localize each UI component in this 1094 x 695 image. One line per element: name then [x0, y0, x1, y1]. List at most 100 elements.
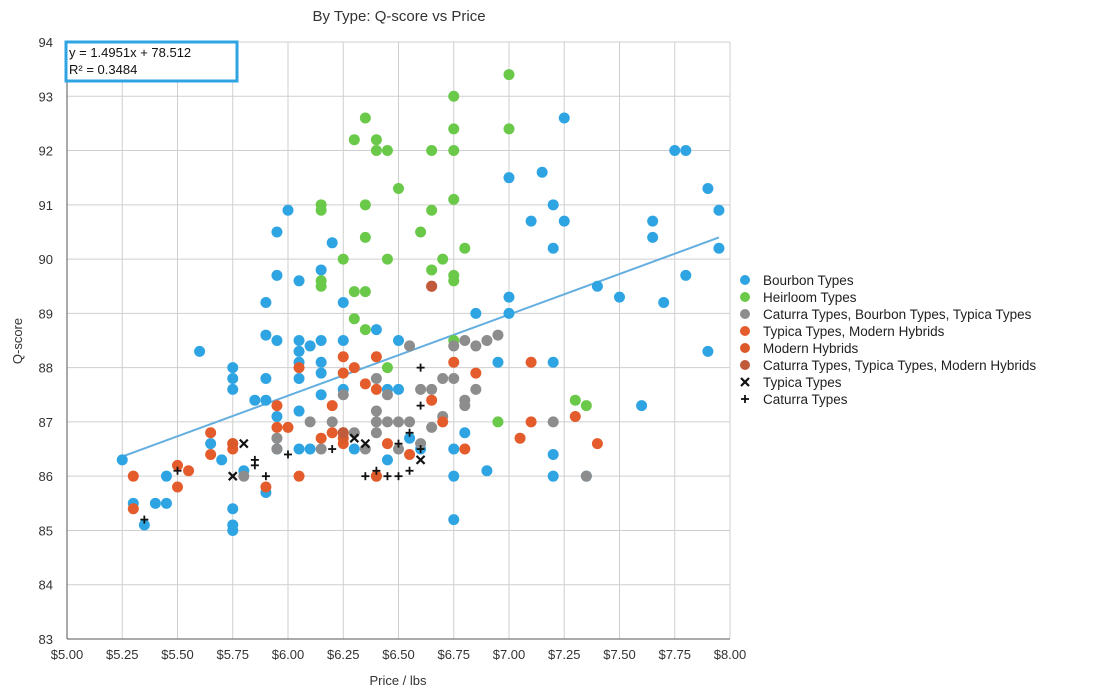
data-point — [359, 324, 371, 336]
data-point — [459, 427, 471, 439]
data-point — [437, 416, 449, 428]
data-point — [416, 401, 425, 410]
x-tick-label: $8.00 — [714, 647, 747, 662]
legend-marker — [740, 309, 750, 319]
data-point — [713, 242, 725, 254]
data-point — [370, 416, 382, 428]
data-point — [337, 389, 349, 401]
y-tick-label: 90 — [39, 252, 53, 267]
data-point — [293, 405, 305, 417]
data-point — [415, 226, 427, 238]
data-point — [227, 503, 239, 515]
data-point — [260, 329, 272, 341]
data-point — [337, 297, 349, 309]
trendline-equation: y = 1.4951x + 78.512 — [69, 45, 191, 60]
data-point — [293, 443, 305, 455]
data-point — [293, 362, 305, 374]
data-point — [636, 400, 648, 412]
data-point — [227, 372, 239, 384]
data-point — [271, 432, 283, 444]
legend-marker — [740, 275, 750, 285]
data-point — [580, 470, 592, 482]
data-point — [370, 427, 382, 439]
data-point — [315, 335, 327, 346]
data-point — [492, 356, 504, 368]
data-point — [448, 193, 460, 205]
data-point — [647, 231, 659, 243]
x-tick-label: $7.75 — [658, 647, 691, 662]
data-point — [271, 226, 283, 238]
data-point — [315, 432, 327, 444]
data-point — [503, 307, 515, 319]
data-point — [238, 470, 250, 482]
data-point — [669, 145, 681, 157]
data-point — [293, 275, 305, 287]
data-point — [183, 465, 195, 477]
data-point — [348, 134, 360, 146]
y-tick-label: 84 — [39, 578, 53, 593]
data-point — [361, 472, 370, 481]
data-point — [260, 481, 272, 493]
x-tick-label: $7.00 — [493, 647, 526, 662]
data-point — [702, 345, 714, 357]
data-point — [426, 264, 438, 276]
data-point — [160, 470, 172, 482]
data-point — [138, 519, 150, 531]
data-point — [569, 394, 581, 406]
data-point — [393, 183, 404, 195]
data-point — [680, 145, 692, 157]
data-point — [370, 372, 382, 384]
data-point — [359, 378, 371, 390]
data-point — [448, 123, 460, 135]
data-point — [227, 362, 239, 374]
x-tick-label: $6.50 — [382, 647, 415, 662]
data-point — [503, 291, 515, 303]
data-point — [315, 356, 327, 368]
data-point — [282, 204, 294, 216]
legend-marker — [740, 360, 750, 370]
data-point — [348, 443, 360, 455]
data-point — [393, 416, 404, 428]
data-point — [304, 443, 316, 455]
chart-title: By Type: Q-score vs Price — [312, 8, 485, 25]
data-point — [470, 367, 482, 379]
data-point — [448, 90, 460, 102]
data-point — [260, 394, 272, 406]
data-point — [370, 134, 382, 146]
data-point — [160, 497, 172, 509]
data-point — [459, 443, 471, 455]
data-point — [547, 416, 559, 428]
data-point — [205, 438, 217, 450]
data-point — [404, 340, 416, 352]
data-point — [448, 372, 460, 384]
data-point — [271, 269, 283, 281]
legend-marker — [740, 343, 750, 353]
data-point — [591, 280, 603, 292]
legend-label: Caturra Types, Typica Types, Modern Hybr… — [763, 358, 1036, 373]
data-point — [547, 242, 559, 254]
series-7 — [140, 363, 425, 524]
legend-label: Bourbon Types — [763, 273, 854, 288]
x-tick-label: $5.75 — [216, 647, 249, 662]
data-point — [326, 237, 338, 249]
data-point — [448, 514, 460, 526]
data-point — [525, 356, 537, 368]
legend-marker — [740, 292, 750, 302]
data-point — [239, 438, 249, 449]
data-point — [415, 383, 427, 395]
data-point — [383, 472, 392, 481]
data-point — [359, 112, 371, 124]
data-point — [514, 432, 526, 444]
data-point — [315, 443, 327, 455]
data-point — [140, 515, 149, 524]
data-point — [580, 400, 592, 412]
data-point — [404, 432, 416, 444]
legend-item: Caturra Types, Bourbon Types, Typica Typ… — [740, 307, 1032, 322]
legend-marker — [741, 395, 749, 403]
legend-marker — [740, 326, 750, 336]
data-point — [547, 470, 559, 482]
data-point — [503, 123, 515, 135]
data-point — [172, 481, 183, 493]
data-point — [315, 264, 327, 276]
data-point — [381, 416, 393, 428]
